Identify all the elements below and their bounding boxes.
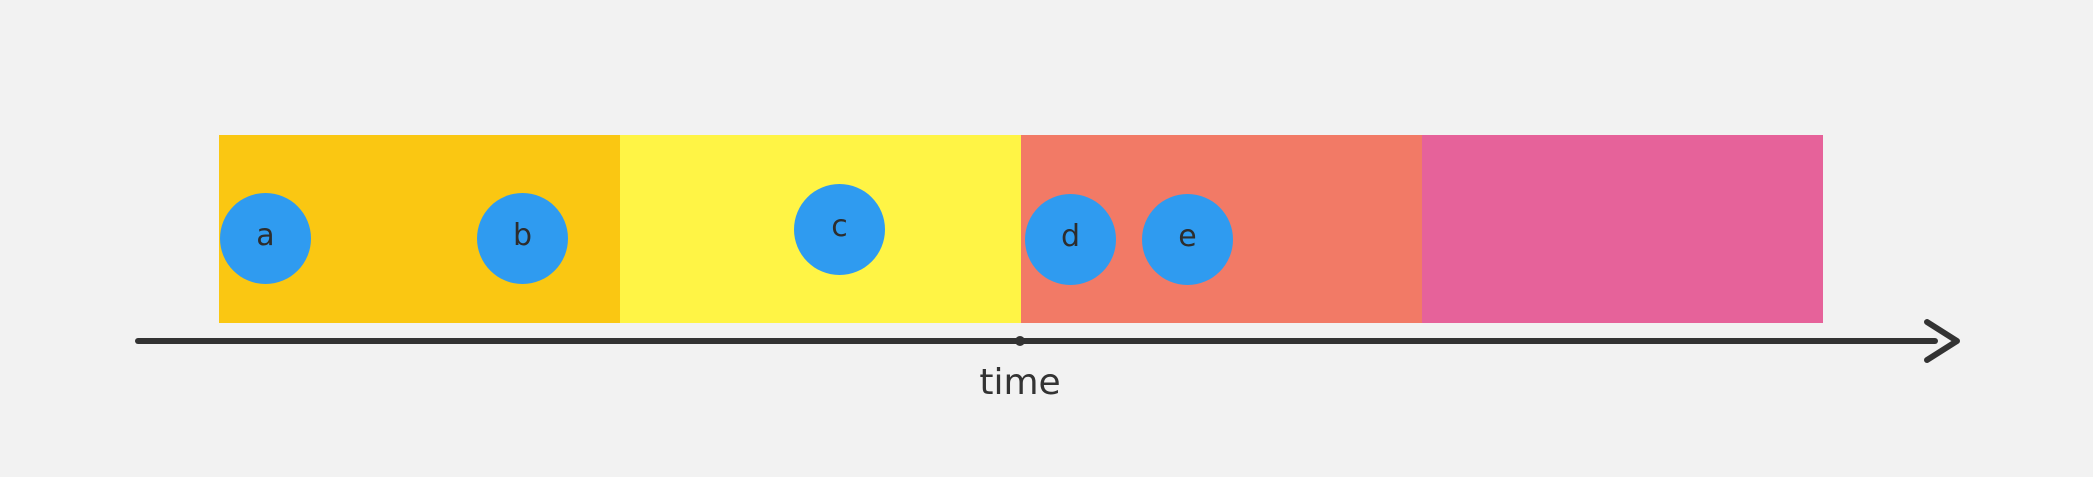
event-marker-b: b [477, 193, 568, 284]
event-marker-c: c [794, 184, 885, 275]
time-axis-tick [1015, 336, 1025, 346]
event-marker-d: d [1025, 194, 1116, 285]
timeline-segment-4 [1422, 135, 1823, 323]
event-marker-e: e [1142, 194, 1233, 285]
axis-label-time: time [979, 362, 1061, 403]
event-marker-a: a [220, 193, 311, 284]
time-axis-arrowhead [1924, 319, 1960, 363]
